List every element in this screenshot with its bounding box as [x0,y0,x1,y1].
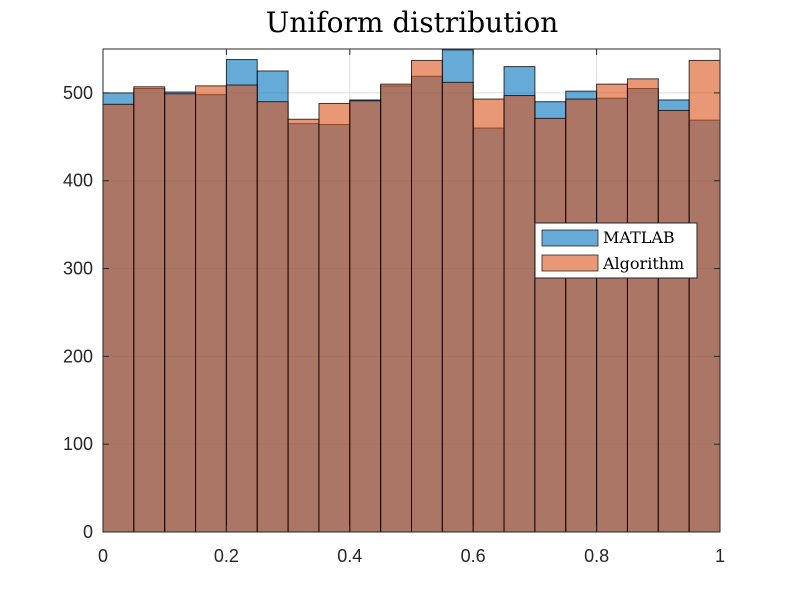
y-tick-label-3: 300 [63,259,93,279]
bar-algorithm-11 [441,81,474,533]
series-algorithm [102,59,721,533]
legend-swatch-algorithm [541,254,599,272]
tick-labels: 0 0.2 0.4 0.6 0.8 1 0 100 200 300 400 500 [63,83,725,566]
bar-algorithm-1 [133,86,166,533]
legend: MATLAB Algorithm [534,222,698,279]
bar-algorithm-6 [287,118,320,533]
bar-algorithm-10 [411,59,443,533]
legend-label-matlab: MATLAB [603,228,675,247]
y-tick-label-2: 200 [63,346,93,366]
chart-title: Uniform distribution [266,6,559,39]
bar-algorithm-4 [225,84,258,533]
bar-algorithm-15 [565,98,598,533]
bar-algorithm-16 [596,83,628,533]
bar-algorithm-13 [503,95,536,533]
axes [102,48,721,533]
y-tick-label-0: 0 [83,522,93,542]
x-tick-label-1: 0.2 [214,546,239,566]
bar-algorithm-2 [164,93,197,533]
bar-algorithm-3 [195,85,227,533]
bar-algorithm-0 [102,103,135,533]
bar-algorithm-18 [657,109,690,533]
y-tick-label-1: 100 [63,434,93,454]
bars [102,49,721,533]
y-tick-label-5: 500 [63,83,93,103]
legend-swatch-matlab [541,229,599,247]
bar-algorithm-19 [688,59,721,533]
x-tick-label-0: 0 [98,546,108,566]
x-tick-label-3: 0.6 [461,546,486,566]
legend-label-algorithm: Algorithm [602,254,684,273]
x-tick-label-2: 0.4 [337,546,362,566]
bar-algorithm-5 [256,101,289,533]
bar-algorithm-8 [349,100,382,533]
axes-box [102,48,721,533]
bar-algorithm-14 [534,117,567,533]
bar-algorithm-7 [318,102,351,533]
bar-algorithm-9 [380,83,412,533]
x-tick-label-4: 0.8 [584,546,609,566]
bar-algorithm-12 [472,98,505,533]
y-tick-label-4: 400 [63,171,93,191]
x-tick-label-5: 1 [715,546,725,566]
bar-algorithm-17 [626,78,659,533]
